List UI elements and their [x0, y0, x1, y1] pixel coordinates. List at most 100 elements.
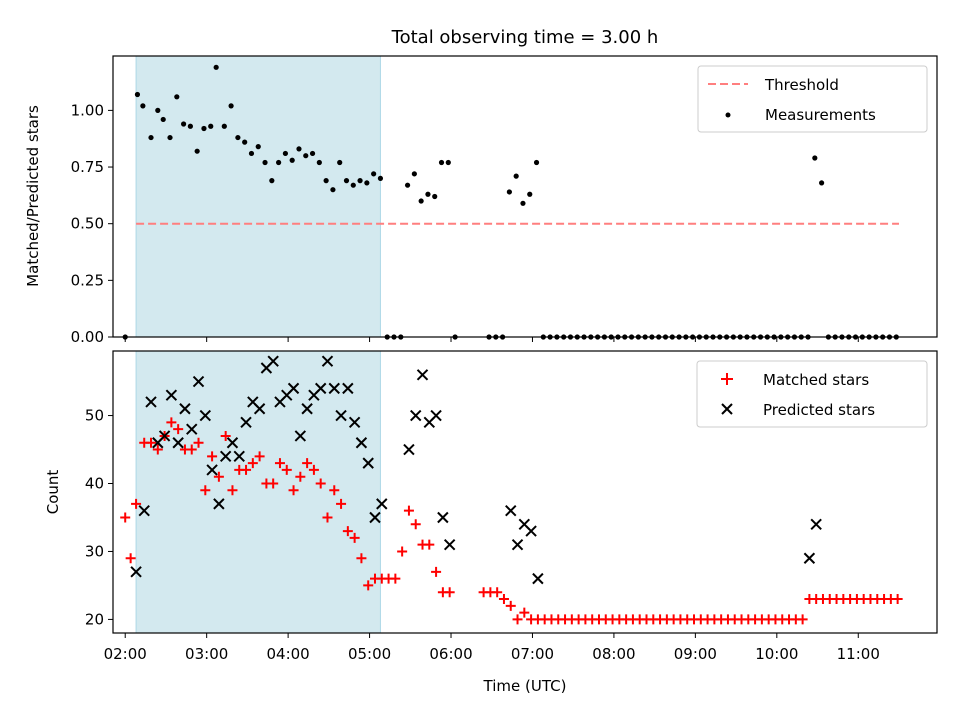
measurement-point: [527, 191, 533, 197]
legend-predicted-label: Predicted stars: [763, 401, 875, 419]
predicted-star-marker: [511, 538, 524, 551]
measurement-point: [432, 193, 438, 200]
matched-star-marker: [120, 512, 131, 523]
measurement-point: [289, 157, 295, 163]
x-tick-label: 08:00: [592, 645, 635, 663]
matched-star-marker: [329, 485, 340, 496]
matched-star-marker: [356, 553, 367, 564]
measurement-point: [167, 134, 173, 141]
measurement-point: [316, 159, 322, 166]
matched-star-marker: [193, 437, 204, 448]
predicted-star-marker: [321, 355, 334, 367]
measurement-point: [371, 171, 377, 177]
measurement-point: [309, 150, 316, 157]
y-tick-label: 40: [85, 475, 104, 493]
ratio-axis-ticks: 0.00 0.25 0.50 0.75 1.00: [71, 101, 859, 346]
matched-star-marker: [186, 444, 197, 455]
predicted-star-marker: [294, 430, 307, 442]
predicted-star-marker: [362, 457, 374, 469]
measurement-point: [174, 94, 180, 100]
matched-star-marker: [424, 539, 435, 550]
matched-star-marker: [492, 587, 503, 598]
x-tick-label: 09:00: [674, 645, 717, 663]
predicted-star-marker: [416, 369, 429, 381]
matched-star-marker: [403, 505, 414, 516]
ratio-panel: Total observing time = 3.00 h Matched/Pr…: [24, 27, 938, 346]
predicted-star-marker: [206, 464, 218, 476]
matched-star-marker: [797, 614, 808, 625]
measurement-point: [155, 107, 161, 113]
matched-star-marker: [274, 458, 285, 469]
predicted-star-marker: [287, 382, 300, 395]
count-legend-box: [696, 360, 928, 428]
measurement-point: [411, 171, 417, 177]
measurement-point: [343, 178, 350, 184]
predicted-star-marker: [267, 355, 279, 367]
measurement-point: [337, 159, 343, 166]
measurement-point: [296, 146, 302, 152]
measurement-point: [533, 159, 540, 166]
measurement-point: [364, 180, 370, 186]
predicted-star-marker: [335, 409, 347, 422]
predicted-star-marker: [314, 382, 327, 395]
matched-star-marker: [173, 424, 184, 435]
y-axis-title-count: Count: [44, 470, 62, 515]
matched-star-marker: [125, 553, 136, 564]
predicted-star-marker: [403, 443, 415, 456]
count-panel: Count Time (UTC) 20 30 40 50 02:00 03:00 04:00…: [44, 350, 938, 695]
matched-star-marker: [220, 430, 231, 441]
measurement-point: [418, 198, 424, 204]
matched-star-marker: [431, 566, 442, 577]
matched-star-marker: [281, 464, 292, 475]
measurement-point: [248, 150, 255, 157]
y-tick-label: 0.25: [71, 271, 104, 289]
measurement-point: [520, 200, 526, 206]
measurement-point: [425, 191, 431, 197]
matched-star-marker: [363, 580, 374, 591]
y-axis-title-ratio: Matched/Predicted stars: [24, 105, 42, 287]
x-tick-label: 04:00: [266, 645, 309, 663]
measurement-point: [134, 91, 141, 98]
predicted-star-marker: [145, 396, 157, 408]
predicted-star-marker: [165, 389, 178, 401]
predicted-star-marker: [348, 416, 361, 429]
matched-star-marker: [200, 485, 211, 496]
matched-star-marker: [444, 587, 455, 598]
measurement-point: [506, 189, 512, 195]
legend-predicted-swatch: [721, 403, 733, 415]
y-tick-label: 0.00: [71, 328, 104, 346]
matched-star-marker: [247, 458, 258, 469]
measurement-point: [819, 180, 825, 186]
matched-star-marker: [512, 614, 523, 625]
predicted-star-marker: [172, 437, 184, 449]
matched-star-marker: [302, 458, 313, 469]
predicted-star-marker: [410, 409, 422, 422]
measurement-point: [404, 182, 411, 188]
measurement-point: [194, 148, 200, 154]
predicted-star-marker: [328, 382, 340, 395]
ratio-legend: Threshold Measurements: [697, 65, 928, 133]
y-tick-label: 0.75: [71, 158, 104, 176]
predicted-star-marker: [376, 498, 388, 510]
ratio-plot-frame: [112, 55, 938, 338]
y-tick-label: 20: [85, 610, 104, 628]
matched-star-marker: [227, 485, 238, 496]
legend-threshold-label: Threshold: [764, 76, 839, 94]
predicted-star-marker: [199, 409, 212, 422]
legend-measurements-swatch: [725, 112, 731, 118]
matched-star-marker: [308, 464, 319, 475]
x-tick-label: 05:00: [348, 645, 391, 663]
measurement-point: [221, 123, 227, 129]
measurement-point: [513, 173, 519, 179]
predicted-star-marker: [213, 498, 225, 510]
matched-star-marker: [397, 546, 408, 557]
x-tick-label: 02:00: [104, 645, 147, 663]
measurement-point: [228, 103, 234, 109]
matched-star-marker: [498, 594, 509, 605]
measurement-point: [330, 187, 336, 193]
predicted-star-marker: [342, 382, 354, 395]
measurement-point: [377, 175, 384, 181]
predicted-star-marker: [186, 423, 198, 435]
matched-star-marker: [268, 478, 279, 489]
